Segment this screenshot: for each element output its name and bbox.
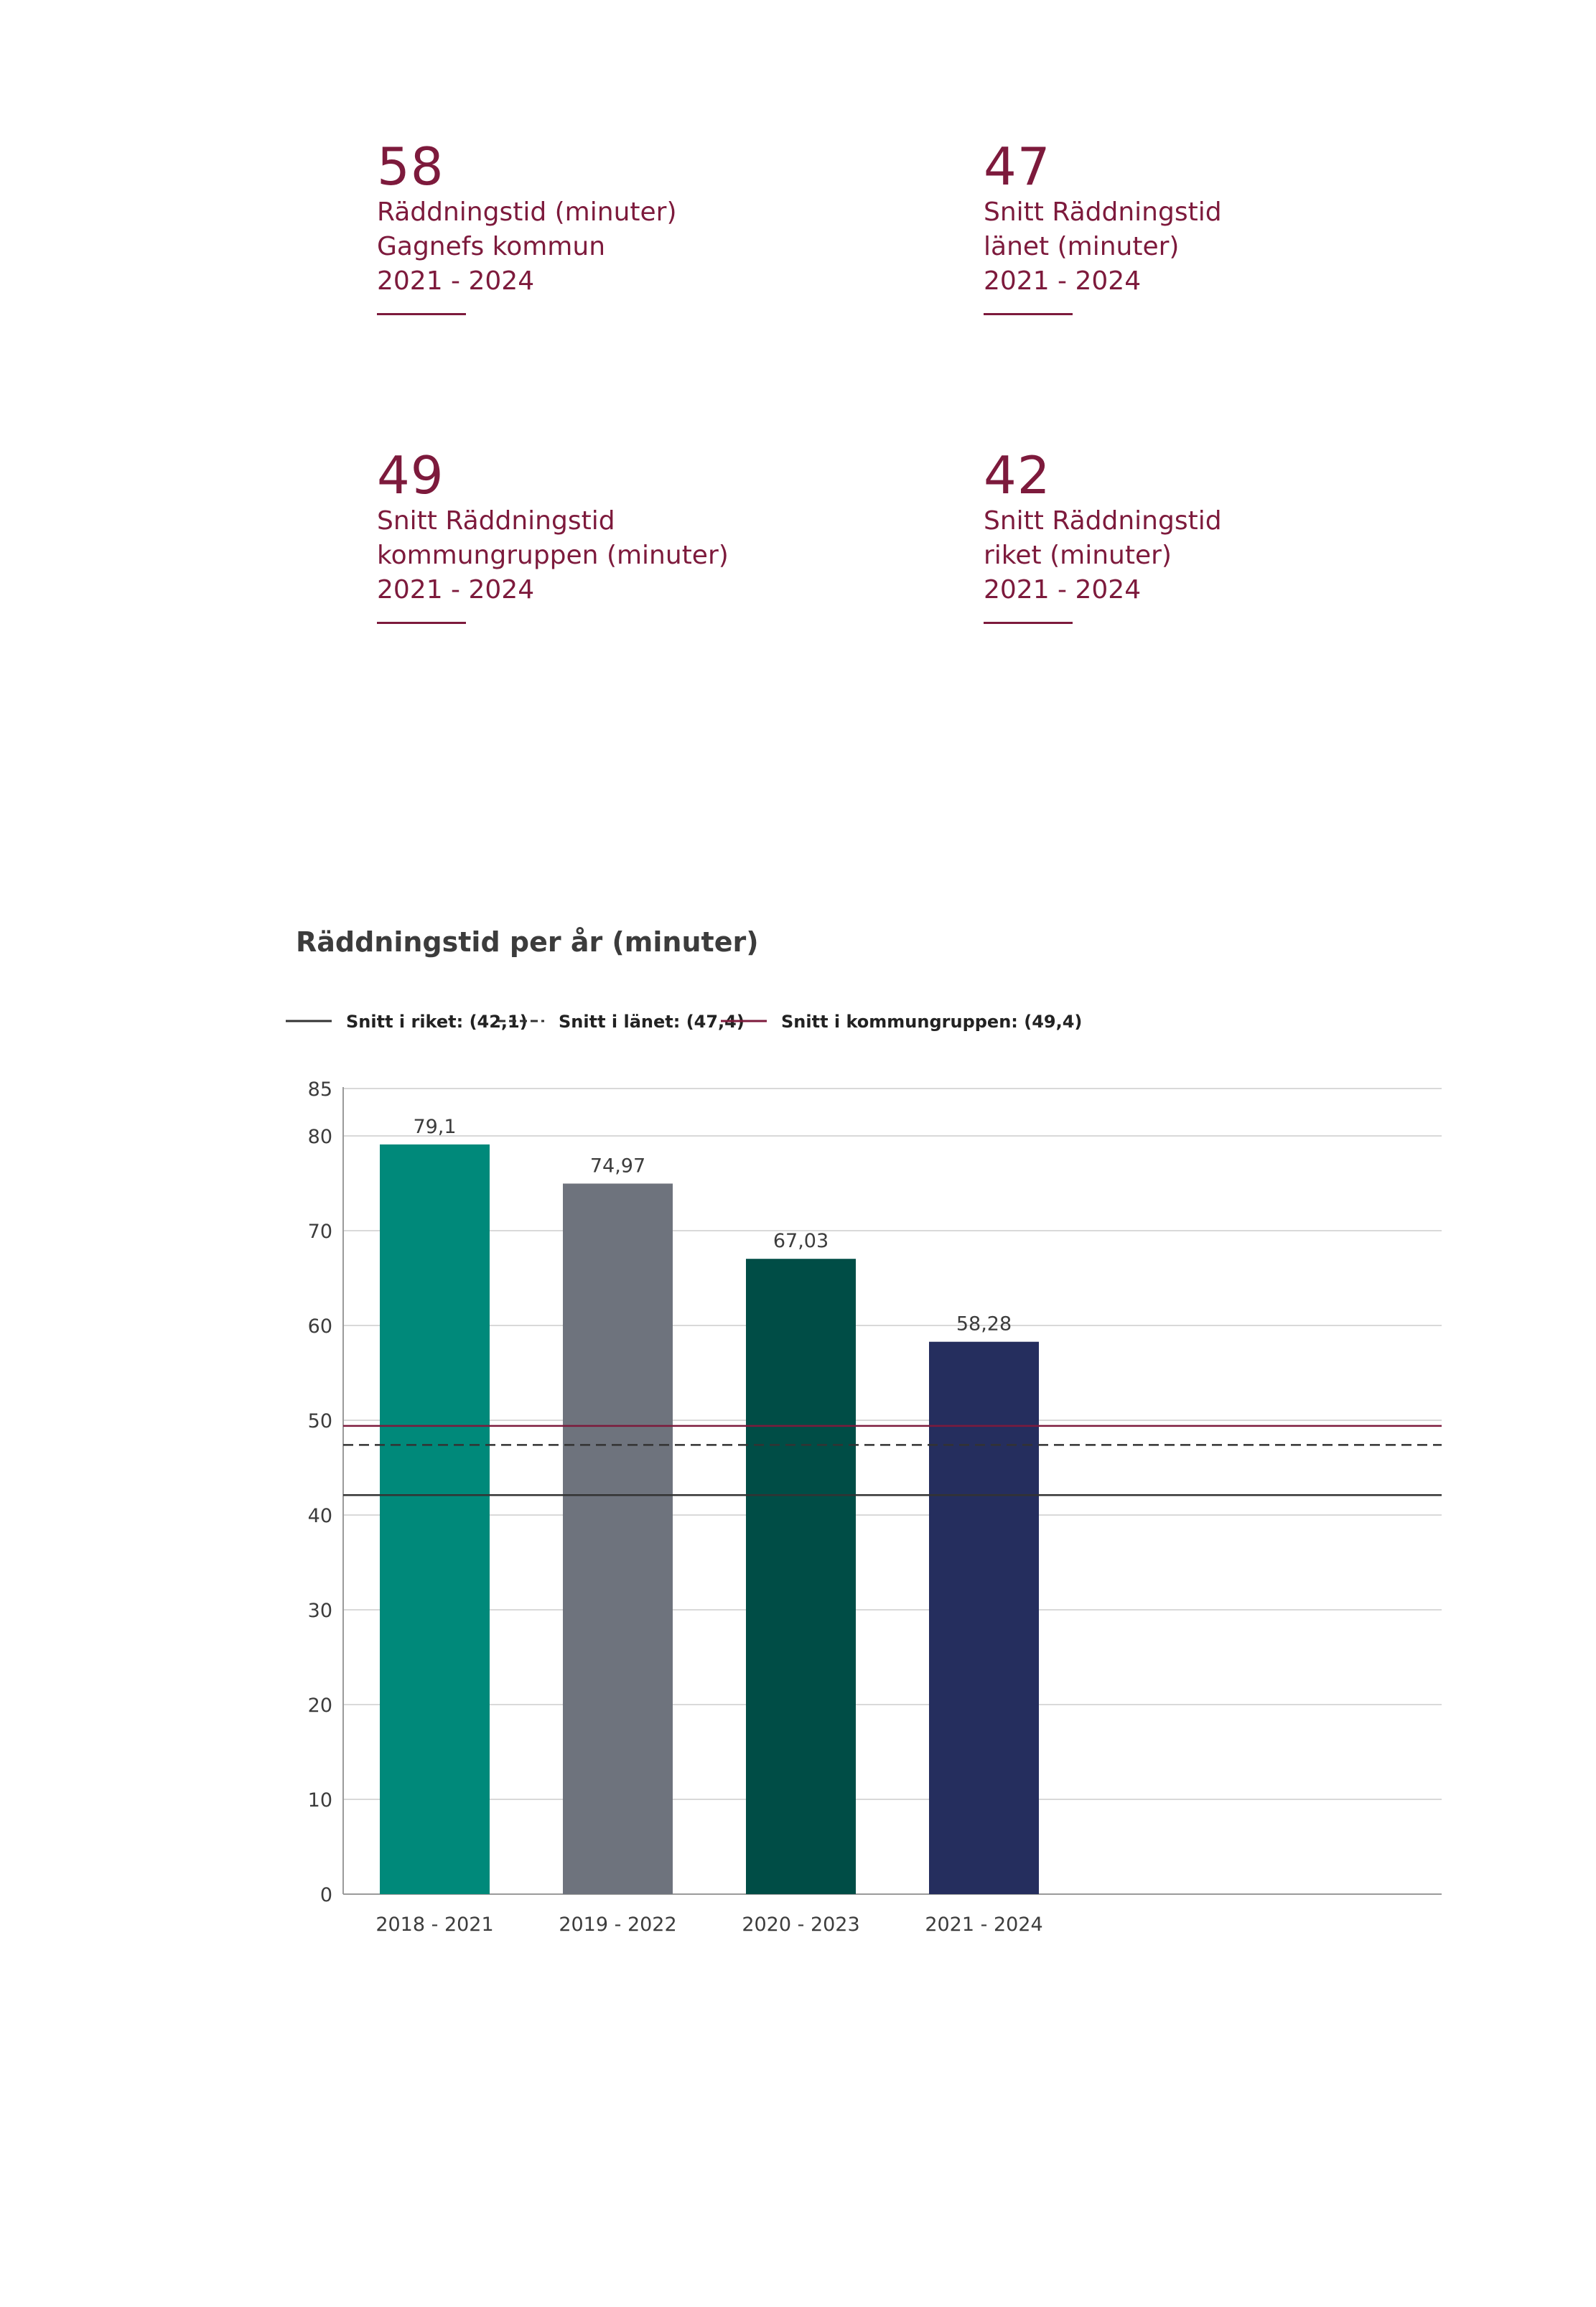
y-tick-label: 0 <box>320 1884 332 1906</box>
data-label: 79,1 <box>413 1116 456 1138</box>
bar <box>380 1145 490 1894</box>
y-tick-label: 40 <box>308 1505 332 1527</box>
y-tick-label: 85 <box>308 1078 332 1101</box>
y-tick-label: 20 <box>308 1695 332 1717</box>
bar <box>746 1259 856 1894</box>
y-tick-label: 30 <box>308 1600 332 1622</box>
y-tick-label: 50 <box>308 1410 332 1432</box>
x-tick-label: 2018 - 2021 <box>375 1914 493 1936</box>
bar <box>929 1342 1039 1894</box>
data-label: 58,28 <box>956 1313 1012 1336</box>
y-tick-label: 10 <box>308 1789 332 1812</box>
y-tick-label: 60 <box>308 1315 332 1338</box>
legend-label: Snitt i länet: (47,4) <box>559 1012 745 1032</box>
y-tick-label: 70 <box>308 1221 332 1243</box>
data-label: 74,97 <box>590 1155 645 1177</box>
legend-label: Snitt i kommungruppen: (49,4) <box>781 1012 1082 1032</box>
x-tick-label: 2020 - 2023 <box>742 1914 859 1936</box>
bar <box>563 1183 673 1894</box>
y-tick-label: 80 <box>308 1126 332 1148</box>
x-tick-label: 2019 - 2022 <box>559 1914 676 1936</box>
x-tick-label: 2021 - 2024 <box>925 1914 1042 1936</box>
data-label: 67,03 <box>773 1230 829 1252</box>
